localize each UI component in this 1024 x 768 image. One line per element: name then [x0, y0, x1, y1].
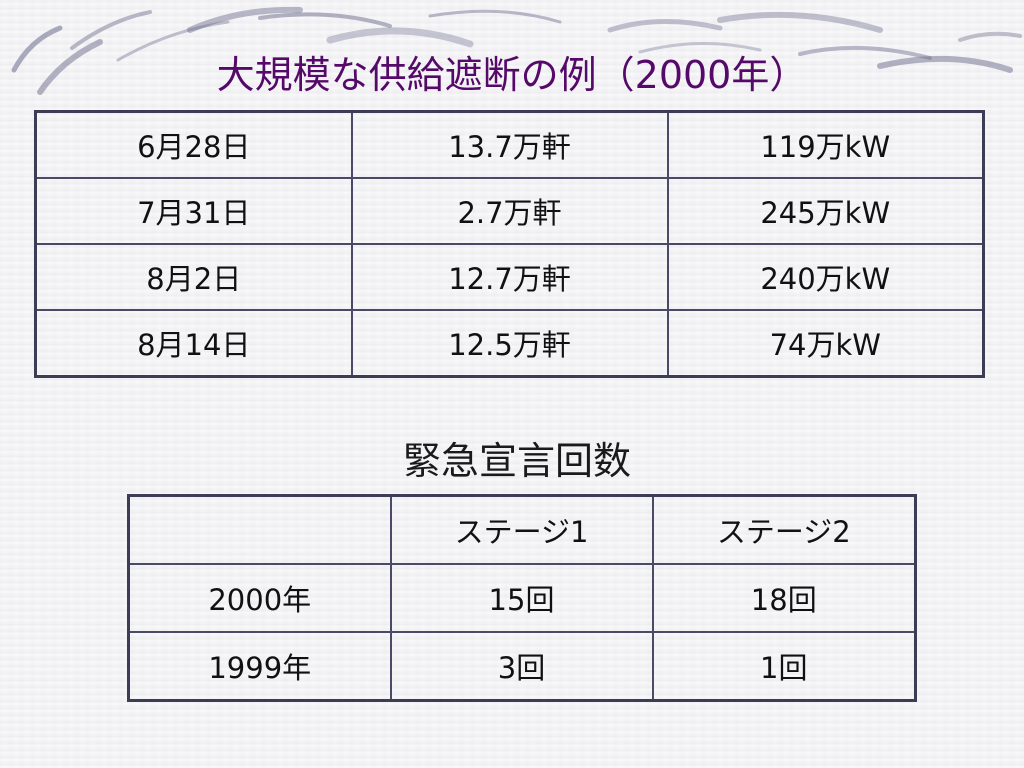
stage1-cell: 15回	[389, 563, 654, 633]
emergency-declaration-table: ステージ1 ステージ2 2000年 15回 18回 1999年 3回 1回	[127, 494, 917, 702]
corner-header-cell	[127, 494, 392, 565]
households-cell: 12.7万軒	[350, 243, 669, 311]
households-cell: 2.7万軒	[350, 177, 669, 245]
year-cell: 1999年	[127, 631, 392, 702]
stage1-cell: 3回	[389, 631, 654, 702]
year-cell: 2000年	[127, 563, 392, 633]
table-header-row: ステージ1 ステージ2	[127, 494, 917, 565]
table-row: 7月31日 2.7万軒 245万kW	[34, 177, 985, 245]
power-cell: 245万kW	[666, 177, 985, 245]
date-cell: 7月31日	[34, 177, 353, 245]
slide-title: 大規模な供給遮断の例（2000年）	[216, 53, 808, 97]
column-header-stage2: ステージ2	[651, 494, 917, 565]
table-row: 8月2日 12.7万軒 240万kW	[34, 243, 985, 311]
date-cell: 6月28日	[34, 110, 353, 179]
households-cell: 12.5万軒	[350, 309, 669, 378]
households-cell: 13.7万軒	[350, 110, 669, 179]
table-row: 8月14日 12.5万軒 74万kW	[34, 309, 985, 378]
stage2-cell: 18回	[651, 563, 917, 633]
supply-cut-table: 6月28日 13.7万軒 119万kW 7月31日 2.7万軒 245万kW 8…	[34, 110, 985, 378]
emergency-heading: 緊急宣言回数	[402, 439, 631, 483]
date-cell: 8月14日	[34, 309, 353, 378]
table-row: 6月28日 13.7万軒 119万kW	[34, 110, 985, 179]
decorative-swirls	[11, 6, 1022, 95]
power-cell: 119万kW	[666, 110, 985, 179]
stage2-cell: 1回	[651, 631, 917, 702]
table-row: 2000年 15回 18回	[127, 563, 917, 633]
column-header-stage1: ステージ1	[389, 494, 654, 565]
table-row: 1999年 3回 1回	[127, 631, 917, 702]
date-cell: 8月2日	[34, 243, 353, 311]
power-cell: 240万kW	[666, 243, 985, 311]
power-cell: 74万kW	[666, 309, 985, 378]
